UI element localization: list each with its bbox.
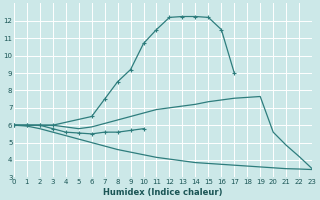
X-axis label: Humidex (Indice chaleur): Humidex (Indice chaleur)	[103, 188, 223, 197]
